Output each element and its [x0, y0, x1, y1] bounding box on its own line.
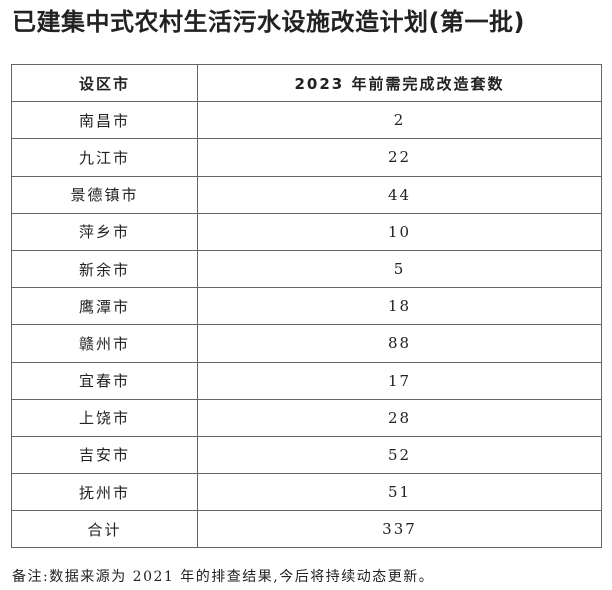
total-row: 合计 337	[11, 510, 602, 549]
table-row: 吉安市 52	[11, 435, 602, 475]
count-cell: 337	[197, 510, 602, 549]
city-cell: 萍乡市	[11, 212, 198, 251]
table-row: 九江市 22	[11, 138, 602, 177]
city-cell: 赣州市	[11, 324, 198, 363]
city-cell: 景德镇市	[11, 175, 198, 214]
table-row: 上饶市 28	[11, 398, 602, 437]
city-cell: 上饶市	[11, 398, 198, 437]
count-cell: 10	[197, 212, 602, 251]
city-cell: 抚州市	[11, 473, 198, 512]
city-cell: 吉安市	[11, 435, 198, 475]
count-cell: 28	[197, 398, 602, 437]
table-row: 景德镇市 44	[11, 175, 602, 214]
city-cell: 新余市	[11, 249, 198, 289]
city-cell: 九江市	[11, 138, 198, 177]
table-row: 抚州市 51	[11, 473, 602, 512]
table-row: 南昌市 2	[11, 101, 602, 140]
count-cell: 52	[197, 435, 602, 475]
column-header-count: 2023 年前需完成改造套数	[197, 63, 602, 103]
table-row: 赣州市 88	[11, 324, 602, 363]
count-cell: 17	[197, 361, 602, 400]
table-header-row: 设区市 2023 年前需完成改造套数	[11, 63, 602, 103]
table-row: 新余市 5	[11, 249, 602, 289]
count-cell: 2	[197, 101, 602, 140]
city-cell: 南昌市	[11, 101, 198, 140]
city-cell: 合计	[11, 510, 198, 549]
table-row: 萍乡市 10	[11, 212, 602, 251]
count-cell: 18	[197, 287, 602, 326]
table-row: 宜春市 17	[11, 361, 602, 400]
count-cell: 88	[197, 324, 602, 363]
count-cell: 51	[197, 473, 602, 512]
column-header-city: 设区市	[11, 63, 198, 103]
count-cell: 5	[197, 249, 602, 289]
renovation-plan-table: 设区市 2023 年前需完成改造套数 南昌市 2 九江市 22 景德镇市 44 萍乡市 10 新…	[11, 63, 602, 549]
table-row: 鹰潭市 18	[11, 287, 602, 326]
count-cell: 44	[197, 175, 602, 214]
page-title: 已建集中式农村生活污水设施改造计划(第一批)	[12, 8, 525, 36]
count-cell: 22	[197, 138, 602, 177]
city-cell: 宜春市	[11, 361, 198, 400]
footnote: 备注:数据来源为 2021 年的排查结果,今后将持续动态更新。	[12, 569, 435, 585]
city-cell: 鹰潭市	[11, 287, 198, 326]
